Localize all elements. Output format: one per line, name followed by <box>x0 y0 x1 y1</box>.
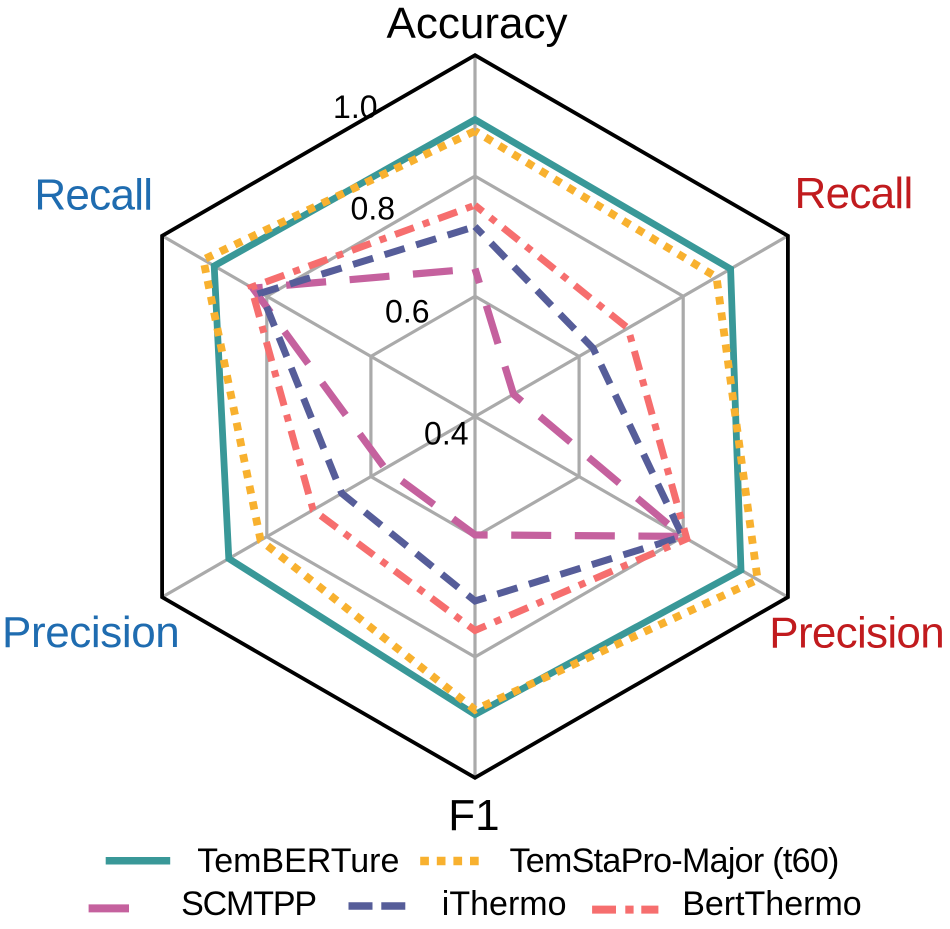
svg-text:0.4: 0.4 <box>424 415 468 451</box>
svg-text:iThermo: iThermo <box>442 885 567 923</box>
svg-text:1.0: 1.0 <box>333 89 377 125</box>
svg-text:0.6: 0.6 <box>385 294 429 330</box>
svg-text:Precision: Precision <box>2 608 179 657</box>
svg-text:Precision: Precision <box>769 609 944 658</box>
svg-text:Accuracy: Accuracy <box>387 0 568 48</box>
svg-text:Recall: Recall <box>34 170 152 219</box>
svg-text:0.8: 0.8 <box>351 190 395 226</box>
svg-text:Recall: Recall <box>795 169 913 218</box>
svg-text:SCMTPP: SCMTPP <box>181 885 316 923</box>
svg-text:BertThermo: BertThermo <box>682 885 862 923</box>
svg-text:TemStaPro-Major (t60): TemStaPro-Major (t60) <box>510 842 839 880</box>
svg-text:F1: F1 <box>448 791 499 840</box>
svg-text:TemBERTure: TemBERTure <box>197 842 399 880</box>
